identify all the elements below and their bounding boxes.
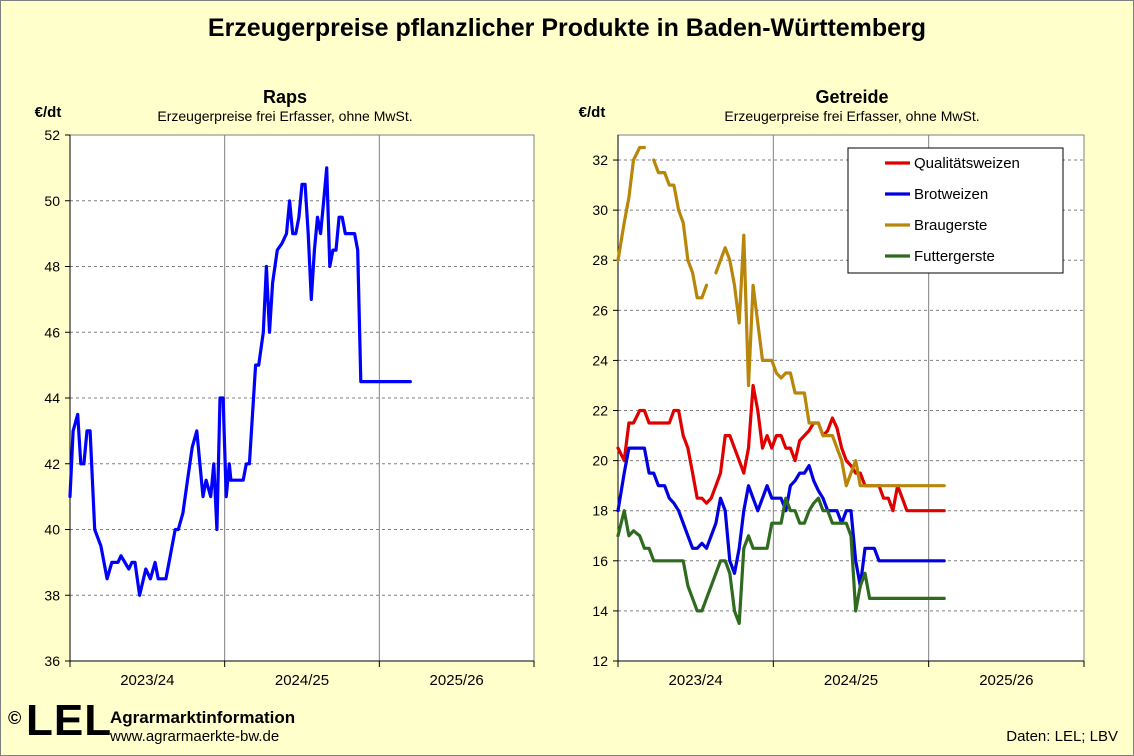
x-period-label: 2023/24 <box>669 672 723 689</box>
x-period-label: 2025/26 <box>430 672 484 689</box>
chart-subtitle: Erzeugerpreise frei Erfasser, ohne MwSt. <box>157 108 412 124</box>
y-tick-label: 36 <box>44 653 60 669</box>
copyright-symbol: © <box>8 708 22 728</box>
y-tick-label: 20 <box>592 453 608 469</box>
y-tick-label: 22 <box>592 403 608 419</box>
y-tick-label: 48 <box>44 259 60 275</box>
org-url: www.agrarmaerkte-bw.de <box>110 728 280 745</box>
chart-title: Getreide <box>815 87 888 107</box>
y-tick-label: 32 <box>592 152 608 168</box>
x-period-label: 2025/26 <box>979 672 1033 689</box>
x-period-label: 2024/25 <box>824 672 878 689</box>
y-tick-label: 24 <box>592 352 608 368</box>
logo-letters: LEL <box>26 696 113 745</box>
main-title: Erzeugerpreise pflanzlicher Produkte in … <box>207 14 927 42</box>
series-line-futtergerste <box>616 496 946 625</box>
legend-label: Brotweizen <box>914 186 988 203</box>
legend-label: Qualitätsweizen <box>914 155 1020 172</box>
y-tick-label: 30 <box>592 202 608 218</box>
y-tick-label: 44 <box>44 390 60 406</box>
org-name: Agrarmarktinformation <box>110 708 296 727</box>
y-tick-label: 18 <box>592 503 608 519</box>
y-tick-label: 42 <box>44 456 60 472</box>
y-axis-unit: €/dt <box>35 104 62 121</box>
chart-subtitle: Erzeugerpreise frei Erfasser, ohne MwSt. <box>724 108 979 124</box>
y-tick-label: 40 <box>44 522 60 538</box>
x-period-label: 2024/25 <box>275 672 329 689</box>
y-tick-label: 52 <box>44 127 60 143</box>
series-line-s0 <box>68 166 412 597</box>
y-tick-label: 50 <box>44 193 60 209</box>
chart-1 <box>613 134 1085 667</box>
legend-label: Braugerste <box>914 217 987 234</box>
data-source: Daten: LEL; LBV <box>1006 728 1118 745</box>
chart-title: Raps <box>263 87 307 107</box>
y-tick-label: 38 <box>44 587 60 603</box>
y-tick-label: 16 <box>592 553 608 569</box>
chart-0 <box>65 134 535 667</box>
legend-label: Futtergerste <box>914 248 995 265</box>
y-tick-label: 46 <box>44 324 60 340</box>
series-line-braugerste <box>616 145 946 488</box>
x-period-label: 2023/24 <box>120 672 174 689</box>
y-axis-unit: €/dt <box>579 104 606 121</box>
legend-box <box>847 147 1064 274</box>
lel-logo: LEL <box>26 696 112 746</box>
series-line-qualitätsweizen <box>616 383 946 513</box>
y-tick-label: 26 <box>592 302 608 318</box>
y-tick-label: 12 <box>592 653 608 669</box>
y-tick-label: 14 <box>592 603 608 619</box>
plot-area <box>69 134 535 662</box>
y-tick-label: 28 <box>592 252 608 268</box>
